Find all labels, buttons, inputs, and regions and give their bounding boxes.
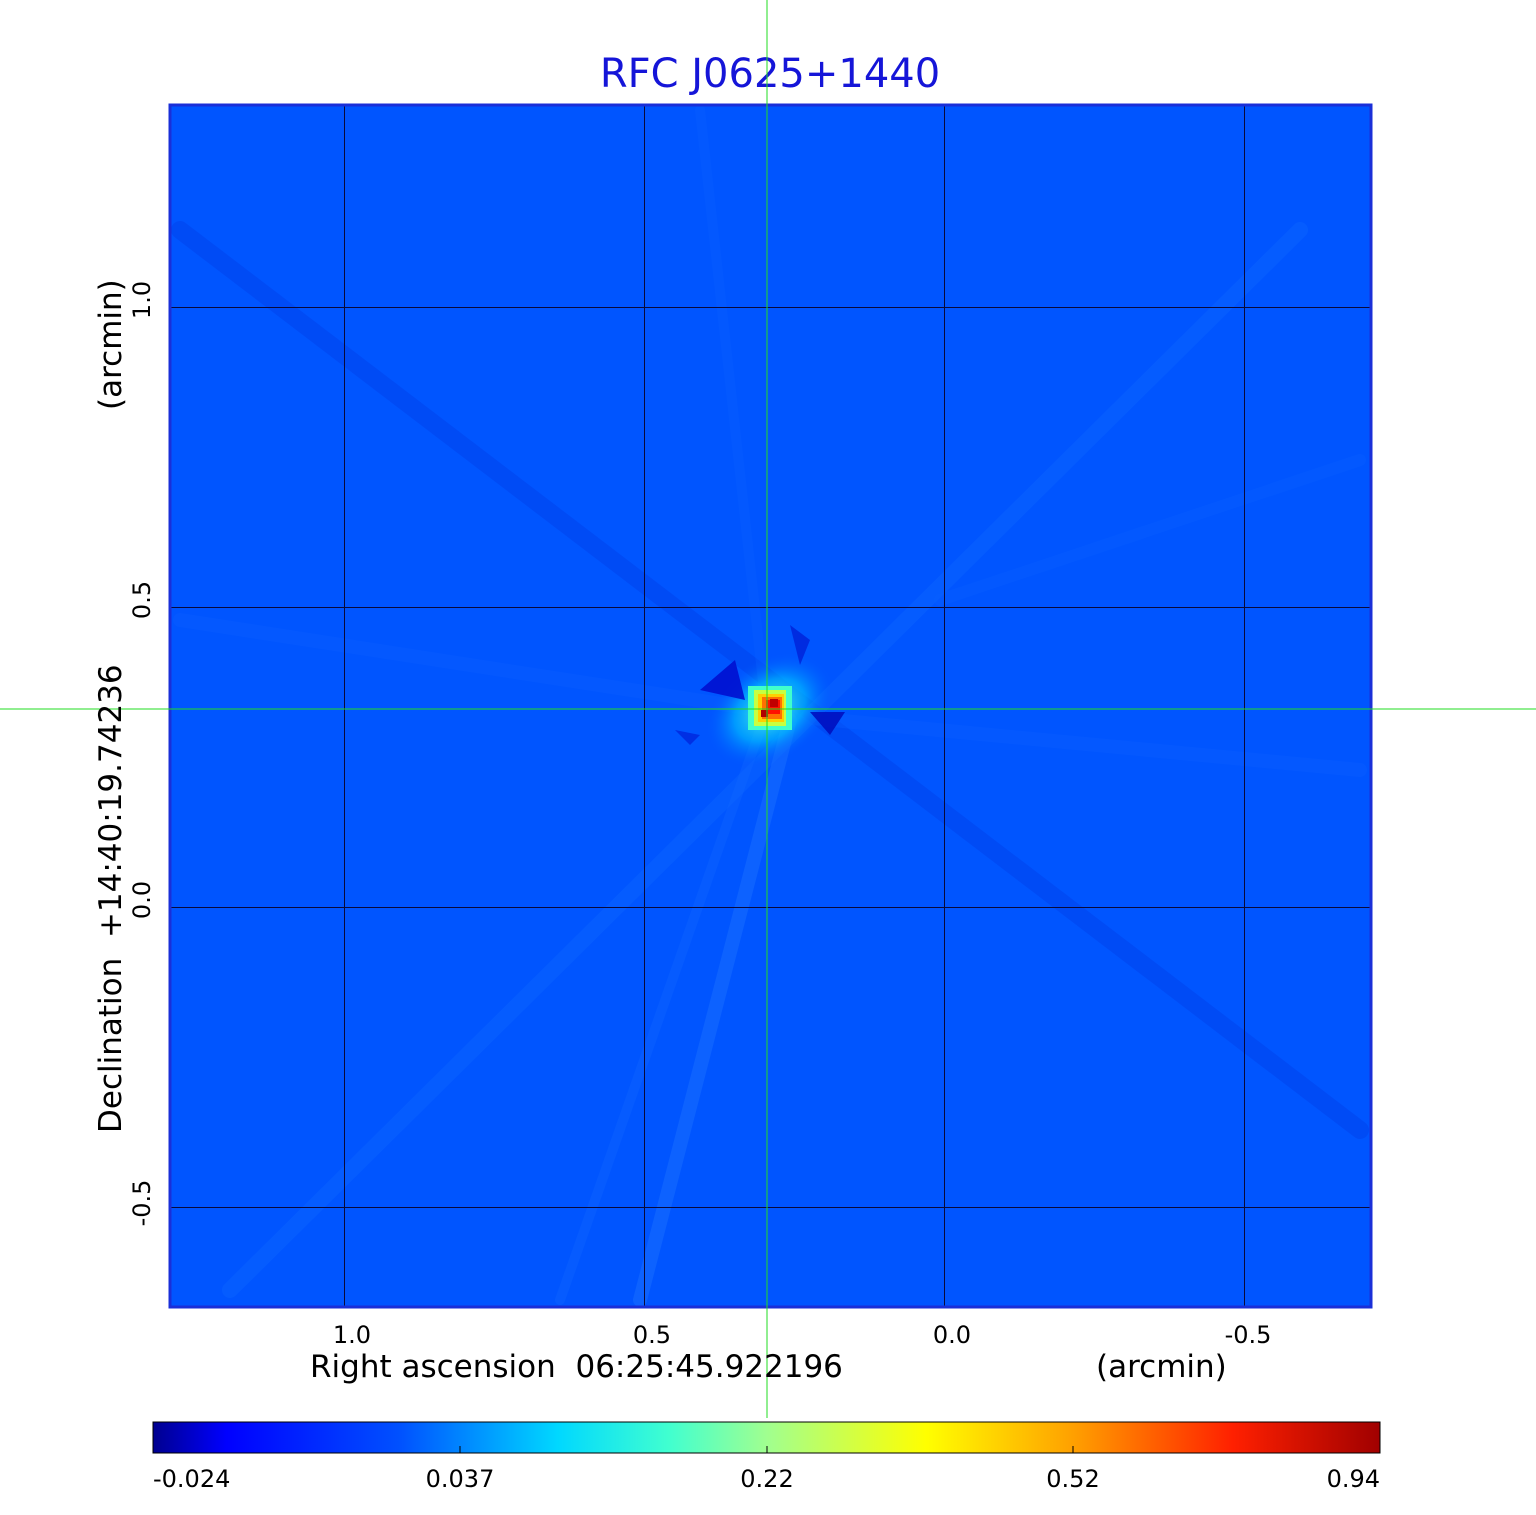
colorbar-tick-label: 0.037 [426,1465,495,1493]
y-tick-labels: 1.0 0.5 0.0 -0.5 [128,281,156,1227]
x-tick-label: 1.0 [333,1321,371,1349]
x-tick-labels: 1.0 0.5 0.0 -0.5 [333,1321,1272,1349]
x-axis-label: Right ascension 06:25:45.922196 [310,1349,843,1385]
plot-area [170,105,1371,1307]
x-axis-unit: (arcmin) [1096,1349,1227,1385]
colorbar-tick-label: 0.22 [740,1465,793,1493]
colorbar-tick-label: 0.52 [1046,1465,1099,1493]
x-tick-label: -0.5 [1225,1321,1272,1349]
grid-lines [170,105,1371,1307]
colorbar-tick-labels: -0.024 0.037 0.22 0.52 0.94 [153,1465,1380,1493]
colorbar-ticks [459,1446,1074,1453]
y-tick-label: 0.0 [128,881,156,919]
y-tick-label: 1.0 [128,281,156,319]
y-tick-label: -0.5 [128,1180,156,1227]
y-axis-label: Declination +14:40:19.74236 [93,664,129,1133]
x-tick-label: 0.0 [933,1321,971,1349]
radio-source [675,625,845,768]
chart-title: RFC J0625+1440 [600,51,940,97]
x-tick-label: 0.5 [633,1321,671,1349]
y-axis-unit: (arcmin) [93,279,129,410]
colorbar-tick-label: 0.94 [1327,1465,1380,1493]
y-tick-label: 0.5 [128,581,156,619]
colorbar-tick-label: -0.024 [153,1465,230,1493]
plot-frame [168,103,1373,1309]
